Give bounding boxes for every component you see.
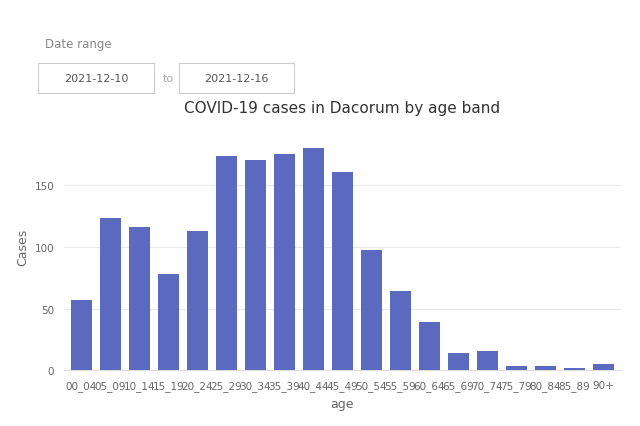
Bar bbox=[303, 148, 324, 371]
Text: 2021-12-16: 2021-12-16 bbox=[205, 74, 269, 84]
Bar bbox=[506, 366, 527, 371]
Bar bbox=[157, 274, 179, 371]
Bar bbox=[216, 157, 237, 371]
Bar bbox=[564, 368, 585, 371]
Text: to: to bbox=[163, 74, 174, 84]
Text: 2021-12-10: 2021-12-10 bbox=[64, 74, 128, 84]
Bar bbox=[332, 173, 353, 371]
Bar bbox=[534, 366, 556, 371]
Bar bbox=[390, 291, 412, 371]
Bar bbox=[593, 364, 614, 371]
Bar bbox=[100, 219, 121, 371]
Y-axis label: Cases: Cases bbox=[16, 228, 29, 266]
Bar bbox=[70, 300, 92, 371]
Bar bbox=[186, 231, 208, 371]
Bar bbox=[477, 351, 499, 371]
X-axis label: age: age bbox=[331, 397, 354, 410]
Bar bbox=[360, 251, 382, 371]
Title: COVID-19 cases in Dacorum by age band: COVID-19 cases in Dacorum by age band bbox=[184, 101, 500, 115]
Bar bbox=[447, 353, 469, 371]
Bar bbox=[273, 154, 295, 371]
Text: Date range: Date range bbox=[45, 38, 111, 51]
Bar bbox=[244, 161, 266, 371]
Bar bbox=[419, 322, 440, 371]
Bar bbox=[129, 227, 150, 371]
